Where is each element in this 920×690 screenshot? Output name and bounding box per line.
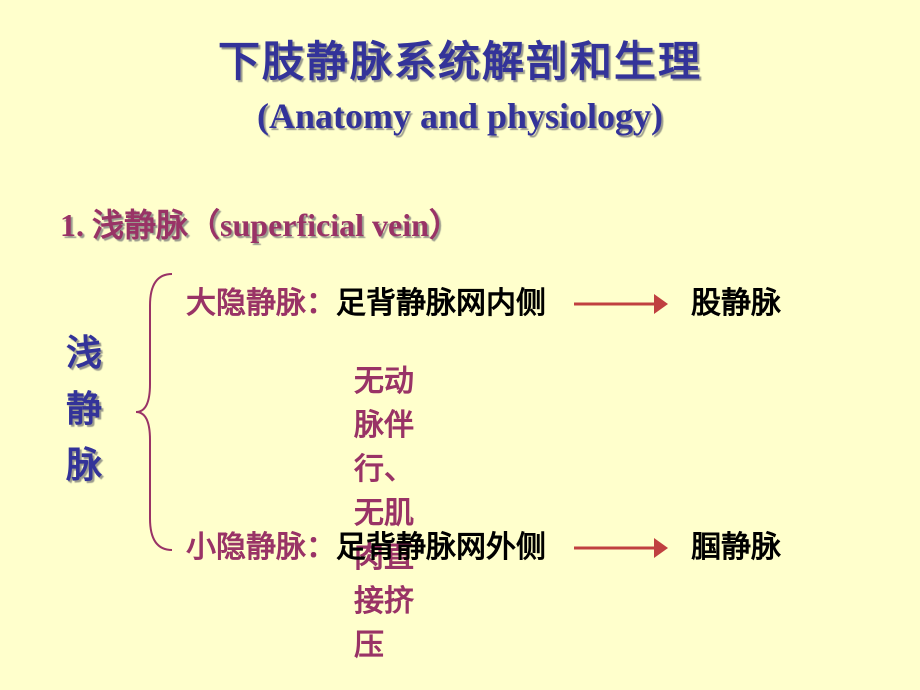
origin-great: 足背静脉网内侧 <box>336 287 546 320</box>
row-small-saphenous: 小隐静脉：足背静脉网外侧 腘静脉 <box>186 522 781 566</box>
section-number: 1. <box>60 207 84 243</box>
section-label-en: superficial vein <box>220 207 429 243</box>
arrow-icon <box>574 294 668 314</box>
slide: 下肢静脉系统解剖和生理 (Anatomy and physiology) 1. … <box>0 0 920 690</box>
arrow-icon <box>574 538 668 558</box>
curly-brace-icon <box>132 272 178 558</box>
vein-name-small: 小隐静脉： <box>186 531 336 564</box>
section-label-cn: 浅静脉 <box>92 207 188 243</box>
paren-close: ） <box>429 207 461 243</box>
side-label-char-2: 静 <box>66 382 102 438</box>
title-block: 下肢静脉系统解剖和生理 (Anatomy and physiology) <box>0 0 920 137</box>
vein-name-great: 大隐静脉： <box>186 287 336 320</box>
side-label-char-3: 脉 <box>66 438 102 494</box>
title-cn: 下肢静脉系统解剖和生理 <box>0 28 920 89</box>
target-small: 腘静脉 <box>691 531 781 564</box>
paren-open: （ <box>188 207 220 243</box>
origin-small: 足背静脉网外侧 <box>336 531 546 564</box>
row-great-saphenous: 大隐静脉：足背静脉网内侧 股静脉 <box>186 278 781 322</box>
note-text: 无动脉伴行、无肌肉直接挤压 <box>354 356 414 664</box>
target-great: 股静脉 <box>691 287 781 320</box>
side-label: 浅 静 脉 <box>66 326 102 493</box>
section-heading: 1. 浅静脉（superficial vein） <box>60 200 461 246</box>
title-en: (Anatomy and physiology) <box>0 95 920 137</box>
side-label-char-1: 浅 <box>66 326 102 382</box>
